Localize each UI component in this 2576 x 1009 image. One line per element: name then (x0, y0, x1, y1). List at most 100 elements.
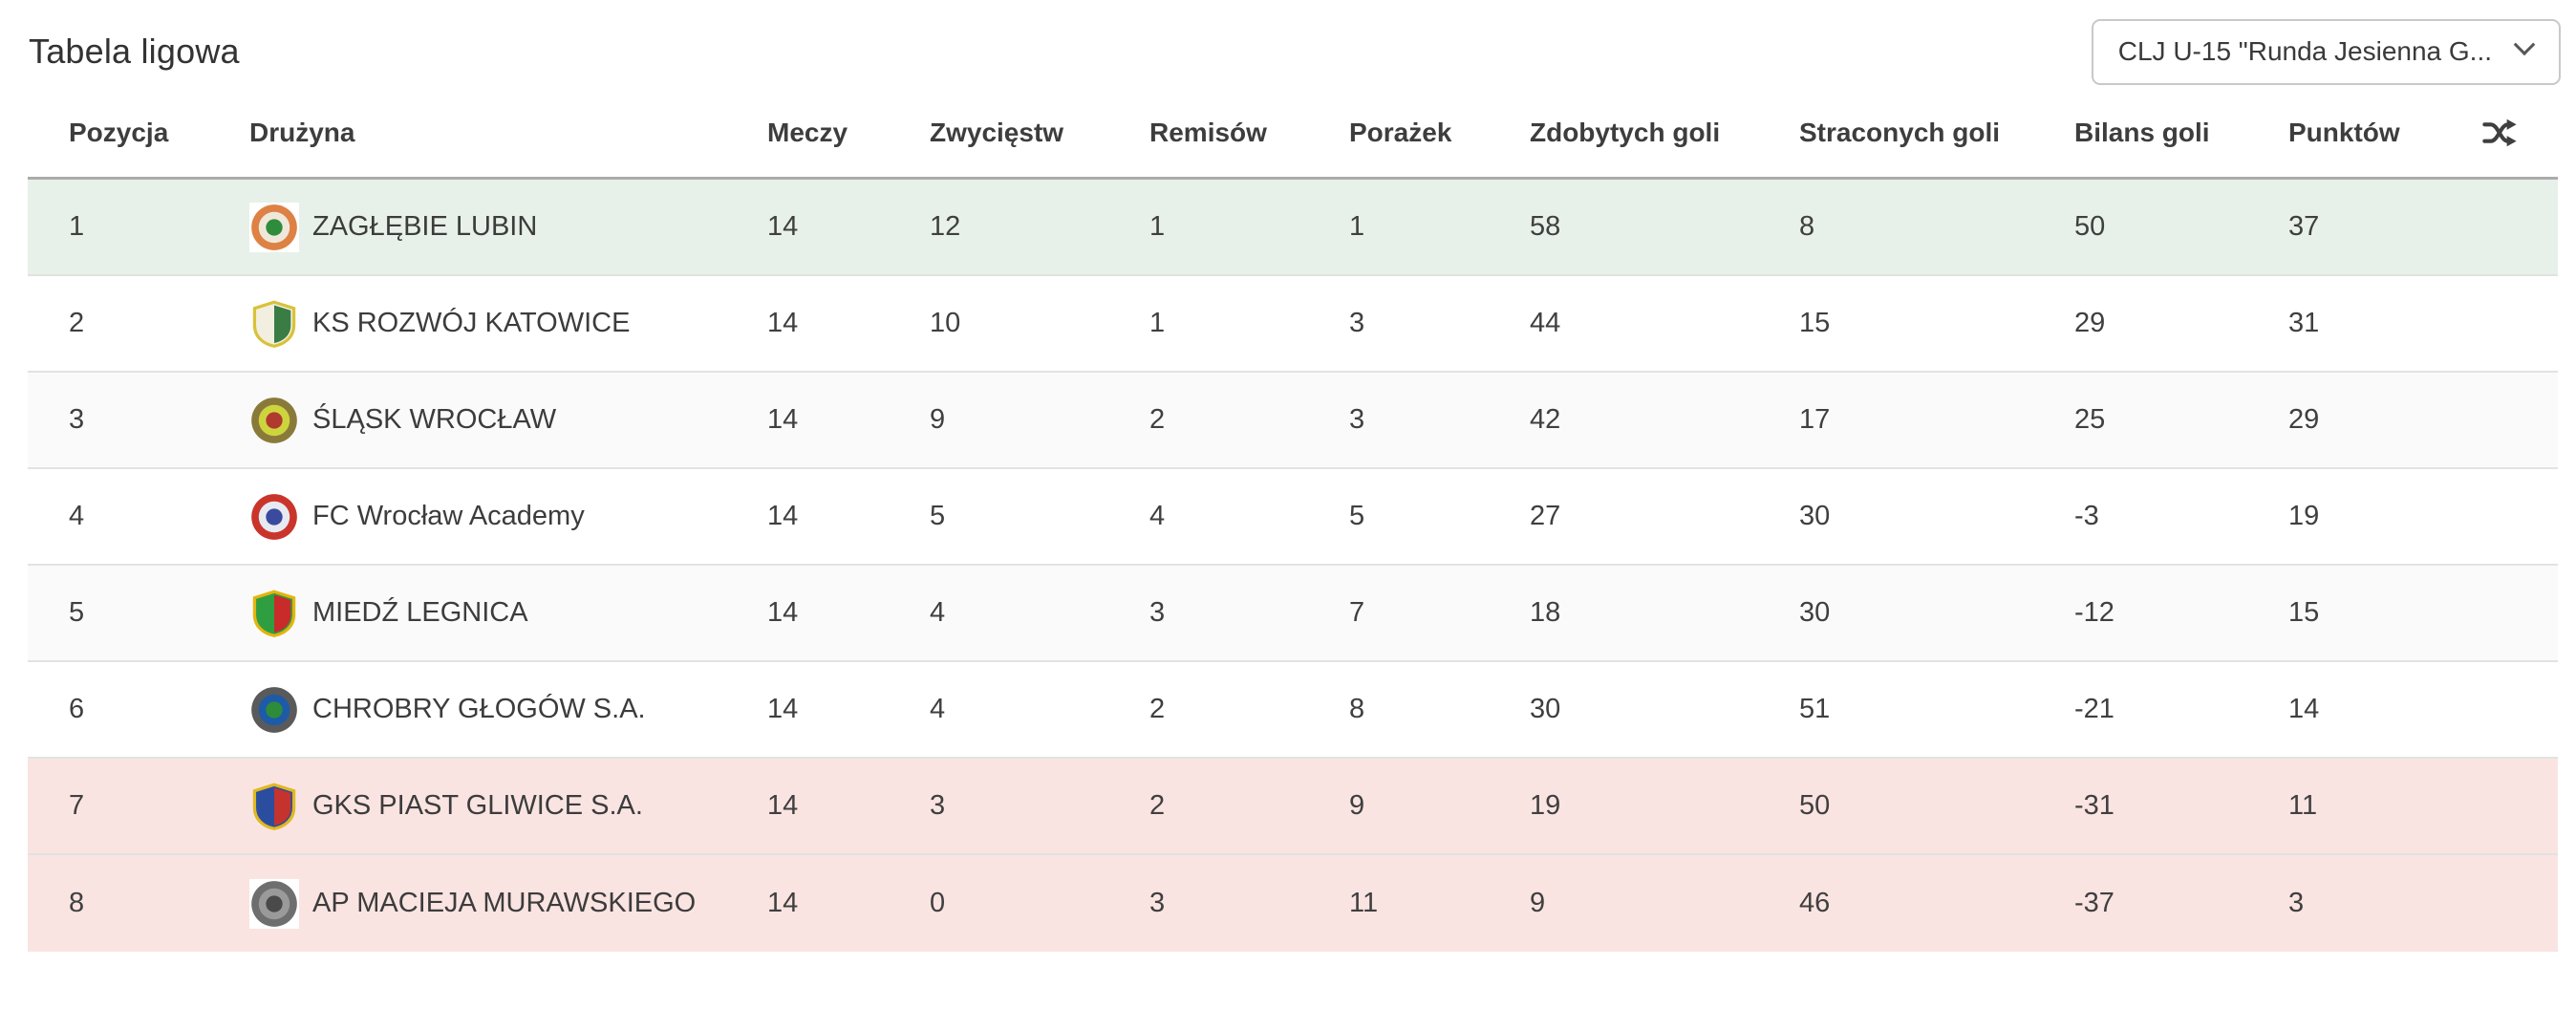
table-row[interactable]: 8 AP MACIEJA MURAWSKIEGO 14 0 3 11 9 46 … (28, 855, 2558, 952)
goals-for-cell: 19 (1530, 790, 1561, 821)
chevron-down-icon (2513, 33, 2536, 56)
goal-diff-cell: -3 (2074, 501, 2099, 531)
position-cell: 4 (69, 501, 85, 531)
position-cell: 8 (69, 888, 85, 918)
column-header-wins: Zwycięstw (930, 117, 1064, 147)
points-cell: 11 (2288, 790, 2318, 821)
losses-cell: 11 (1349, 888, 1379, 918)
table-body: 1 ZAGŁĘBIE LUBIN 14 12 1 1 58 8 50 37 2 … (28, 180, 2558, 952)
table-row[interactable]: 7 GKS PIAST GLIWICE S.A. 14 3 2 9 19 50 … (28, 759, 2558, 855)
rozwoj-katowice-crest-icon (249, 299, 299, 349)
table-row[interactable]: 6 CHROBRY GŁOGÓW S.A. 14 4 2 8 30 51 -21… (28, 662, 2558, 759)
goals-against-cell: 17 (1799, 404, 1831, 435)
competition-select[interactable]: CLJ U-15 "Runda Jesienna G... (2091, 18, 2561, 85)
points-cell: 15 (2288, 597, 2320, 628)
team-name: FC Wrocław Academy (312, 501, 585, 531)
played-cell: 14 (767, 308, 799, 338)
goal-diff-cell: -21 (2074, 694, 2114, 724)
page-title: Tabela ligowa (29, 32, 240, 71)
column-header-played: Meczy (767, 117, 848, 147)
wins-cell: 12 (930, 211, 961, 242)
goals-for-cell: 44 (1530, 308, 1561, 338)
column-header-team: Drużyna (249, 117, 355, 147)
position-cell: 2 (69, 308, 85, 338)
team-cell: ŚLĄSK WROCŁAW (249, 396, 767, 445)
goals-for-cell: 30 (1530, 694, 1561, 724)
position-cell: 3 (69, 404, 85, 435)
table-row[interactable]: 5 MIEDŹ LEGNICA 14 4 3 7 18 30 -12 15 (28, 566, 2558, 662)
goal-diff-cell: 50 (2074, 211, 2106, 242)
wins-cell: 10 (930, 308, 961, 338)
losses-cell: 7 (1349, 597, 1365, 628)
piast-gliwice-crest-icon (249, 782, 299, 831)
points-cell: 3 (2288, 888, 2305, 918)
goal-diff-cell: -37 (2074, 888, 2114, 918)
goals-against-cell: 15 (1799, 308, 1831, 338)
played-cell: 14 (767, 790, 799, 821)
played-cell: 14 (767, 501, 799, 531)
goals-against-cell: 30 (1799, 501, 1831, 531)
column-header-goals-for: Zdobytych goli (1530, 117, 1721, 147)
points-cell: 19 (2288, 501, 2320, 531)
team-cell: CHROBRY GŁOGÓW S.A. (249, 685, 767, 735)
ap-macieja-murawskiego-crest-icon (249, 878, 299, 929)
team-name: AP MACIEJA MURAWSKIEGO (312, 888, 697, 918)
goals-for-cell: 27 (1530, 501, 1561, 531)
played-cell: 14 (767, 888, 799, 918)
goals-for-cell: 42 (1530, 404, 1561, 435)
draws-cell: 2 (1149, 694, 1166, 724)
losses-cell: 9 (1349, 790, 1365, 821)
team-cell: FC Wrocław Academy (249, 492, 767, 542)
goals-for-cell: 9 (1530, 888, 1546, 918)
column-header-position: Pozycja (69, 117, 169, 147)
column-header-actions (2479, 114, 2558, 152)
zaglebie-lubin-crest-icon (249, 202, 299, 252)
points-cell: 29 (2288, 404, 2320, 435)
fc-wroclaw-academy-crest-icon (249, 492, 299, 542)
table-row[interactable]: 2 KS ROZWÓJ KATOWICE 14 10 1 3 44 15 29 … (28, 276, 2558, 373)
table-header-row: Pozycja Drużyna Meczy Zwycięstw Remisów … (28, 88, 2558, 180)
goals-for-cell: 18 (1530, 597, 1561, 628)
losses-cell: 3 (1349, 308, 1365, 338)
draws-cell: 3 (1149, 888, 1166, 918)
draws-cell: 1 (1149, 308, 1166, 338)
wins-cell: 3 (930, 790, 946, 821)
position-cell: 6 (69, 694, 85, 724)
team-cell: KS ROZWÓJ KATOWICE (249, 299, 767, 349)
draws-cell: 1 (1149, 211, 1166, 242)
played-cell: 14 (767, 597, 799, 628)
team-name: ZAGŁĘBIE LUBIN (312, 211, 538, 242)
shuffle-icon (2482, 118, 2517, 146)
table-row[interactable]: 1 ZAGŁĘBIE LUBIN 14 12 1 1 58 8 50 37 (28, 180, 2558, 276)
table-row[interactable]: 3 ŚLĄSK WROCŁAW 14 9 2 3 42 17 25 29 (28, 373, 2558, 469)
goals-for-cell: 58 (1530, 211, 1561, 242)
position-cell: 7 (69, 790, 85, 821)
league-table: Pozycja Drużyna Meczy Zwycięstw Remisów … (28, 88, 2558, 952)
draws-cell: 3 (1149, 597, 1166, 628)
column-header-points: Punktów (2288, 117, 2400, 147)
team-cell: AP MACIEJA MURAWSKIEGO (249, 878, 767, 929)
draws-cell: 4 (1149, 501, 1166, 531)
played-cell: 14 (767, 404, 799, 435)
team-cell: GKS PIAST GLIWICE S.A. (249, 782, 767, 831)
played-cell: 14 (767, 694, 799, 724)
team-cell: MIEDŹ LEGNICA (249, 589, 767, 638)
team-cell: ZAGŁĘBIE LUBIN (249, 202, 767, 252)
shuffle-columns-button[interactable] (2479, 114, 2522, 152)
wins-cell: 4 (930, 597, 946, 628)
wins-cell: 9 (930, 404, 946, 435)
table-row[interactable]: 4 FC Wrocław Academy 14 5 4 5 27 30 -3 1… (28, 469, 2558, 566)
draws-cell: 2 (1149, 790, 1166, 821)
team-name: GKS PIAST GLIWICE S.A. (312, 790, 643, 821)
goals-against-cell: 30 (1799, 597, 1831, 628)
goals-against-cell: 8 (1799, 211, 1815, 242)
losses-cell: 3 (1349, 404, 1365, 435)
column-header-goals-against: Straconych goli (1799, 117, 2001, 147)
competition-select-value: CLJ U-15 "Runda Jesienna G... (2117, 36, 2492, 66)
goal-diff-cell: -12 (2074, 597, 2114, 628)
column-header-draws: Remisów (1149, 117, 1267, 147)
miedz-legnica-crest-icon (249, 589, 299, 638)
position-cell: 1 (69, 211, 85, 242)
position-cell: 5 (69, 597, 85, 628)
topbar: Tabela ligowa CLJ U-15 "Runda Jesienna G… (0, 0, 2576, 88)
